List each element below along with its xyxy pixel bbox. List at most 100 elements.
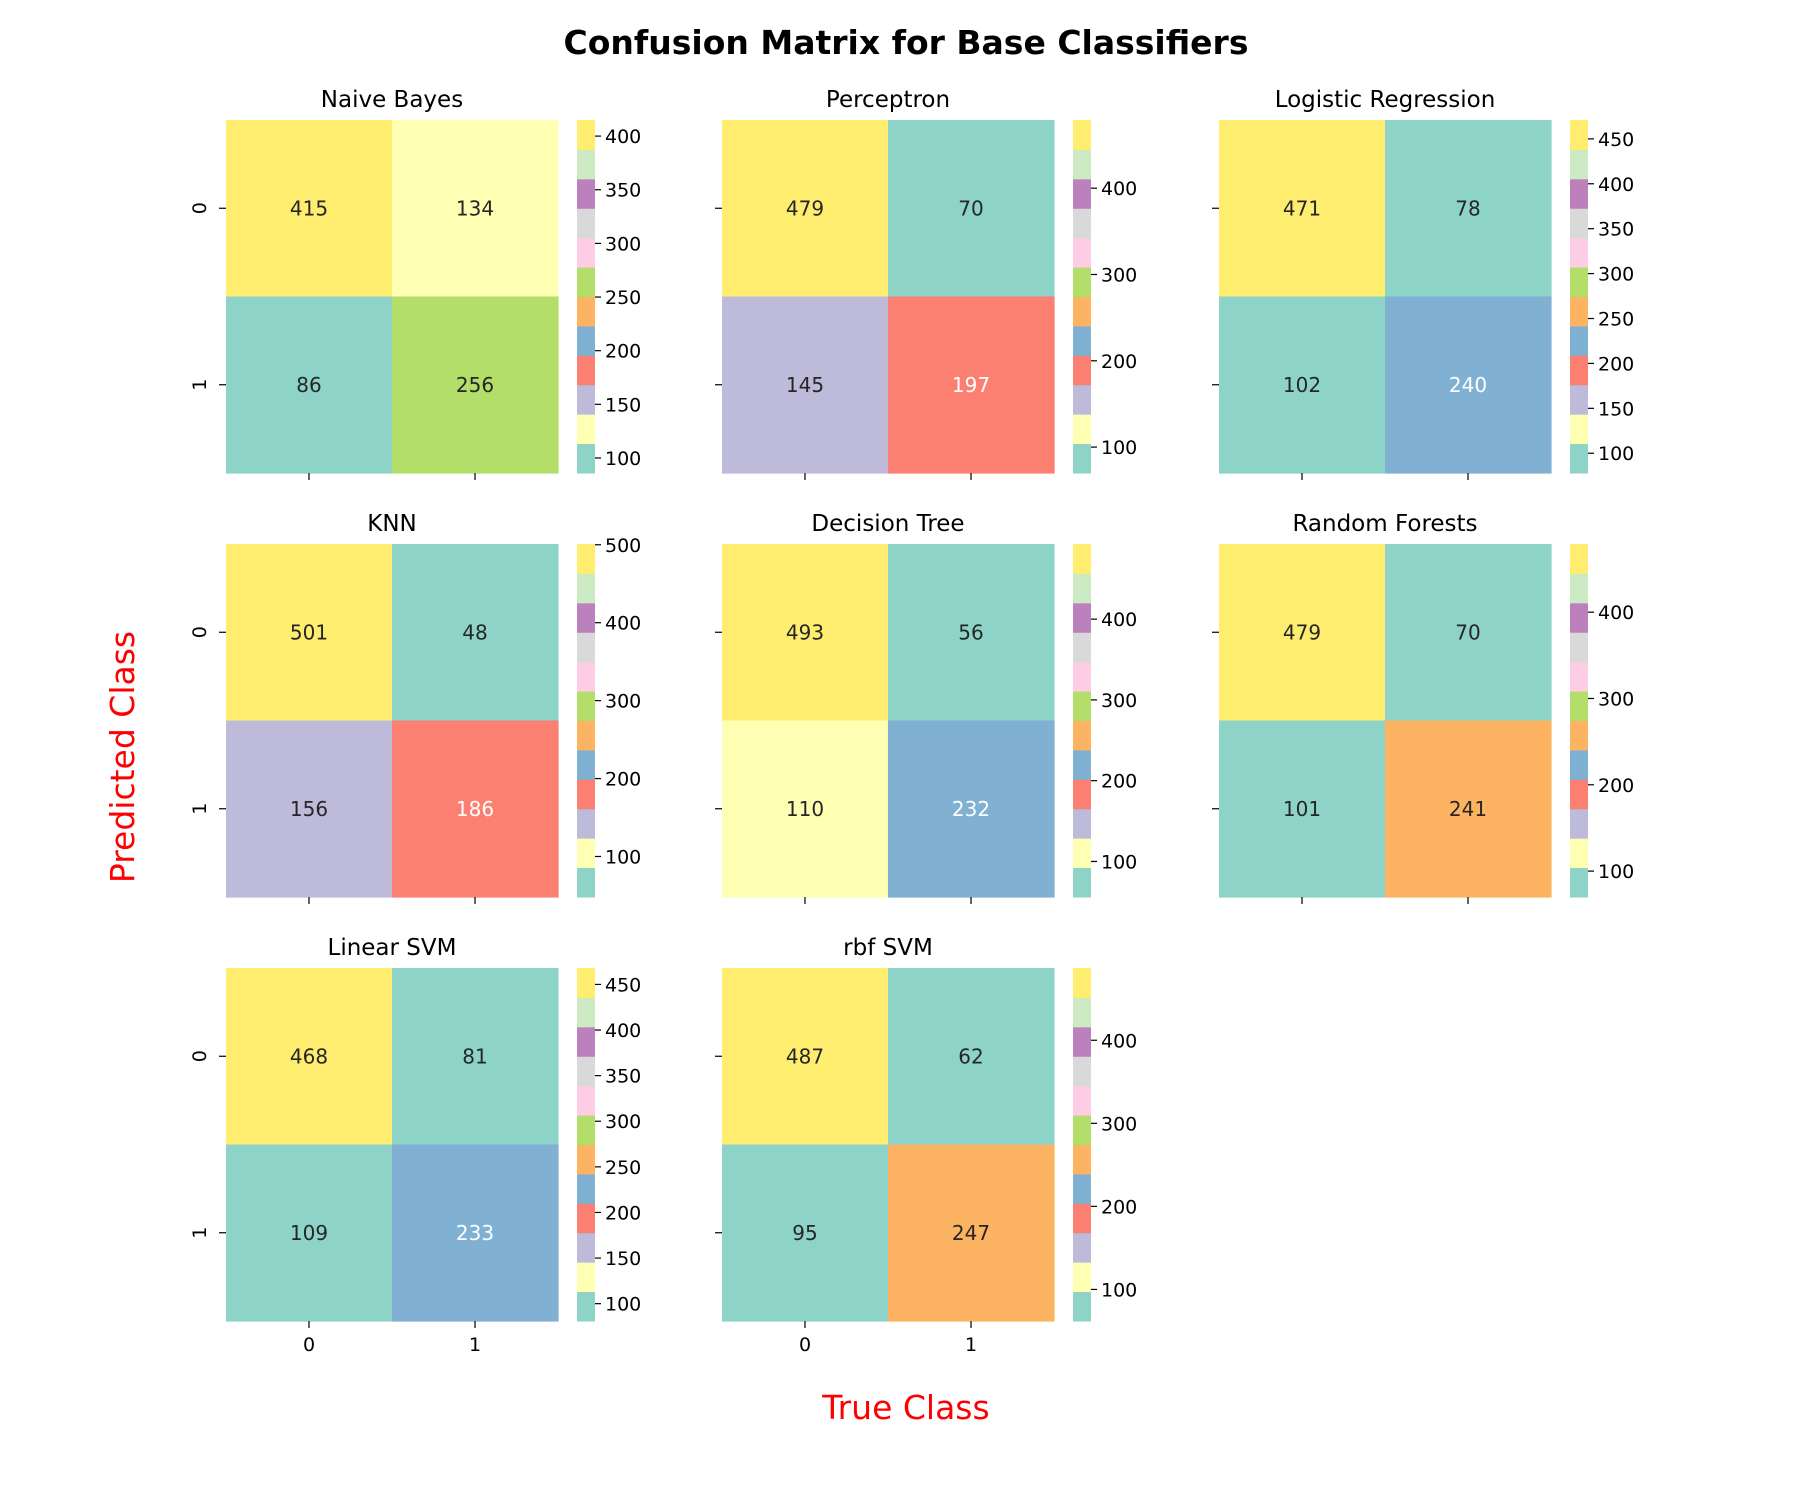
colorbar-segment [1073, 1085, 1091, 1116]
heatmap-cell [888, 720, 1055, 898]
colorbar-tick-label: 200 [1101, 1196, 1137, 1218]
colorbar-segment [1570, 544, 1588, 574]
colorbar-segment [577, 1203, 595, 1234]
cell-annotation: 197 [952, 373, 990, 397]
y-axis-label: Predicted Class [103, 631, 142, 883]
heatmap-cell [1385, 120, 1552, 298]
colorbar-tick-label: 350 [605, 1066, 641, 1088]
colorbar-tick-label: 250 [1598, 309, 1634, 331]
panel-title: Decision Tree [811, 511, 964, 537]
colorbar-segment [1570, 414, 1588, 445]
colorbar-segment [577, 149, 595, 180]
colorbar-segment [577, 120, 595, 150]
heatmap-naive-bayes: Naive Bayes 415 134 86 256 0 1 100 150 200 250 300 3… [189, 87, 641, 480]
colorbar-segment [1073, 1203, 1091, 1234]
panel-title: rbf SVM [843, 935, 933, 961]
heatmap-cell [722, 296, 889, 474]
y-tick-label: 1 [189, 379, 211, 391]
colorbar-segment [1570, 808, 1588, 839]
y-tick-label: 0 [189, 202, 211, 214]
cell-annotation: 110 [786, 797, 824, 821]
colorbar-segment [1570, 325, 1588, 356]
colorbar-segment [1570, 779, 1588, 810]
colorbar-segment [577, 237, 595, 268]
colorbar-tick-label: 150 [1598, 398, 1634, 420]
colorbar-segment [1073, 267, 1091, 297]
cell-annotation: 95 [792, 1221, 817, 1245]
colorbar: 100 150 200 250 300 350 400 450 [577, 968, 641, 1322]
heatmap-cell [722, 544, 889, 722]
colorbar-segment [1073, 178, 1091, 209]
colorbar-tick-label: 400 [1101, 1030, 1137, 1052]
colorbar-segment [1570, 237, 1588, 268]
heatmap-cell [722, 1144, 889, 1322]
colorbar-segment [577, 296, 595, 327]
colorbar-segment [1073, 691, 1091, 721]
colorbar-segment [577, 325, 595, 356]
colorbar-tick-label: 300 [1101, 264, 1137, 286]
heatmap-cell [888, 1144, 1055, 1322]
colorbar-segment [577, 779, 595, 810]
colorbar-segment [577, 1291, 595, 1322]
colorbar-tick-label: 150 [605, 1248, 641, 1270]
y-tick-label: 1 [189, 803, 211, 815]
panel-title: Random Forests [1292, 511, 1477, 537]
x-tick-label: 1 [965, 1334, 977, 1356]
colorbar-tick-label: 300 [605, 691, 641, 713]
colorbar-tick-label: 300 [605, 1111, 641, 1133]
heatmap-decision-tree: Decision Tree 493 56 110 232 100 200 300 400 [715, 511, 1137, 904]
y-tick-label: 0 [189, 626, 211, 638]
heatmap-cell [226, 296, 393, 474]
colorbar-segment [1073, 1291, 1091, 1322]
colorbar-segment [1570, 443, 1588, 474]
colorbar-segment [577, 1026, 595, 1057]
colorbar-segment [1570, 573, 1588, 604]
cell-annotation: 70 [958, 196, 983, 220]
colorbar-segment [577, 838, 595, 869]
heatmap-cell [888, 296, 1055, 474]
colorbar-segment [1073, 325, 1091, 356]
colorbar-segment [1073, 968, 1091, 998]
colorbar-tick-label: 400 [605, 1020, 641, 1042]
heatmap-cell [1219, 544, 1386, 722]
colorbar-segment [577, 691, 595, 721]
cell-annotation: 468 [290, 1044, 328, 1068]
colorbar-segment [577, 867, 595, 898]
colorbar-segment [1073, 414, 1091, 445]
heatmap-cell [1219, 720, 1386, 898]
colorbar-tick-label: 150 [605, 394, 641, 416]
cell-annotation: 62 [958, 1044, 983, 1068]
colorbar-segment [1073, 296, 1091, 327]
colorbar-tick-label: 100 [1598, 443, 1634, 465]
panel-title: KNN [367, 511, 417, 537]
colorbar-segment [1073, 120, 1091, 150]
colorbar-tick-label: 400 [1598, 174, 1634, 196]
colorbar-segment [1073, 355, 1091, 386]
colorbar-tick-label: 100 [605, 1294, 641, 1316]
colorbar-tick-label: 400 [1598, 602, 1634, 624]
colorbar-tick-label: 450 [1598, 129, 1634, 151]
cell-annotation: 101 [1283, 797, 1321, 821]
cell-annotation: 479 [1283, 620, 1321, 644]
heatmap-cell [392, 544, 559, 722]
cell-annotation: 415 [290, 196, 328, 220]
x-tick-label: 1 [469, 1334, 481, 1356]
colorbar-segment [1073, 1115, 1091, 1145]
colorbar-segment [1570, 178, 1588, 209]
cell-annotation: 471 [1283, 196, 1321, 220]
colorbar-segment [1570, 120, 1588, 150]
colorbar-segment [1073, 838, 1091, 869]
colorbar-tick-label: 200 [1101, 771, 1137, 793]
panel-title: Logistic Regression [1275, 87, 1496, 113]
colorbar-segment [1570, 602, 1588, 633]
colorbar-segment [1570, 355, 1588, 386]
panel-title: Naive Bayes [321, 87, 463, 113]
heatmap-cell [392, 1144, 559, 1322]
heatmap-cell [392, 968, 559, 1146]
heatmap-cell [392, 120, 559, 298]
cell-annotation: 240 [1449, 373, 1487, 397]
colorbar-segment [1073, 149, 1091, 180]
cell-annotation: 102 [1283, 373, 1321, 397]
heatmap-cell [1385, 296, 1552, 474]
